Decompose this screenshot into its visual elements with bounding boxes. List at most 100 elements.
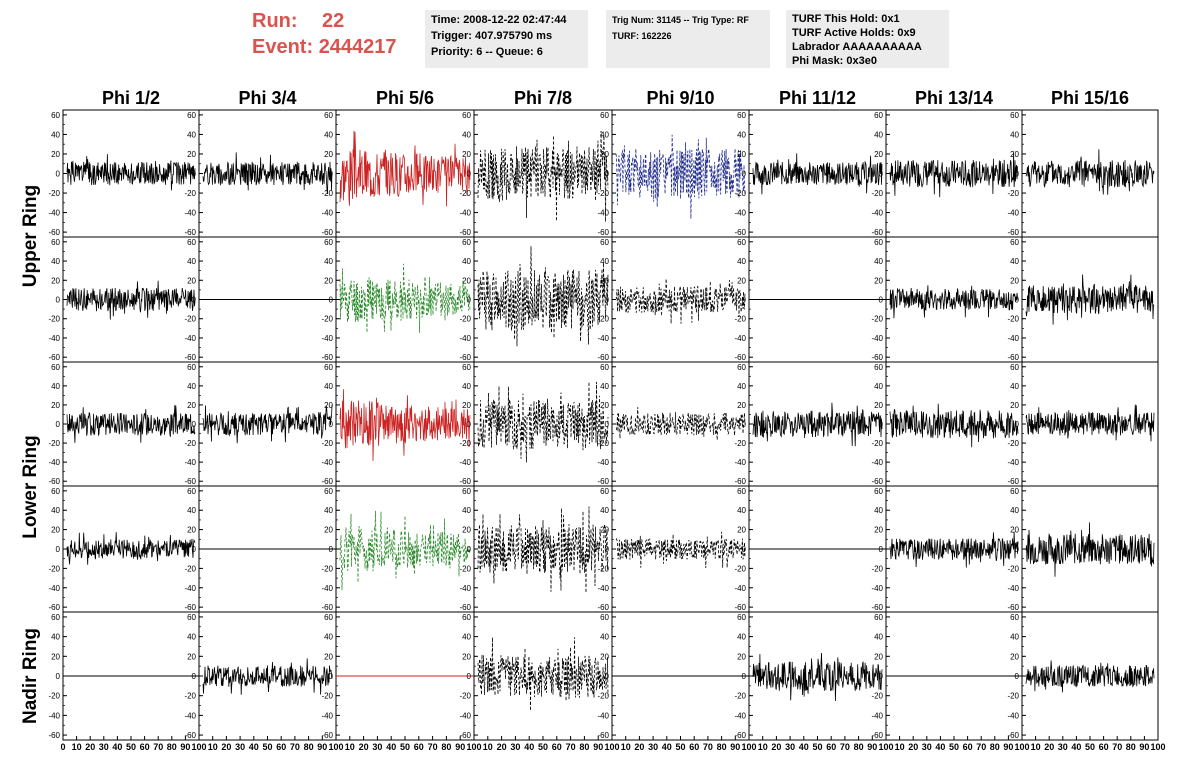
priority-line: Priority: 6 -- Queue: 6	[431, 46, 543, 58]
x-tick-label: 10	[895, 742, 905, 752]
y-tick-label: 0	[467, 420, 472, 429]
y-tick-label: -60	[597, 353, 609, 362]
x-tick-label: 100	[1014, 742, 1029, 752]
y-tick-label: 60	[874, 363, 883, 372]
y-tick-label: 0	[329, 545, 334, 554]
column-title: Phi 9/10	[646, 88, 714, 108]
y-tick-label: -60	[184, 731, 196, 740]
x-tick-label: 20	[497, 742, 507, 752]
y-tick-label: 60	[51, 111, 60, 120]
x-tick-label: 70	[976, 742, 986, 752]
y-tick-label: -40	[48, 458, 60, 467]
y-tick-label: -20	[597, 692, 609, 701]
x-tick-label: 10	[208, 742, 218, 752]
y-tick-label: 60	[1010, 487, 1019, 496]
y-tick-label: -20	[734, 439, 746, 448]
panel-frame	[611, 485, 750, 613]
y-tick-label: -40	[734, 209, 746, 218]
x-tick-label: 40	[799, 742, 809, 752]
y-tick-label: 60	[324, 238, 333, 247]
y-tick-label: 40	[1010, 257, 1019, 266]
y-tick-label: -60	[734, 603, 746, 612]
y-tick-label: 40	[462, 633, 471, 642]
y-tick-label: -40	[597, 458, 609, 467]
y-tick-label: 40	[737, 633, 746, 642]
waveform-trace	[752, 153, 883, 195]
y-tick-label: 40	[324, 633, 333, 642]
y-tick-label: 0	[605, 420, 610, 429]
y-tick-label: -40	[734, 584, 746, 593]
y-tick-label: 0	[329, 672, 334, 681]
y-tick-label: -20	[871, 439, 883, 448]
y-tick-label: -40	[1007, 209, 1019, 218]
column-title: Phi 15/16	[1051, 88, 1129, 108]
waveform-trace	[202, 658, 333, 695]
y-tick-label: 40	[51, 382, 60, 391]
y-tick-label: 20	[462, 526, 471, 535]
y-tick-label: 0	[742, 296, 747, 305]
y-tick-label: -20	[459, 439, 471, 448]
y-tick-label: 0	[1015, 420, 1020, 429]
y-tick-label: -20	[459, 564, 471, 573]
y-tick-label: 0	[605, 545, 610, 554]
waveform-trace	[66, 405, 196, 443]
x-tick-label: 0	[60, 742, 65, 752]
y-tick-label: 20	[324, 526, 333, 535]
y-tick-label: -40	[597, 334, 609, 343]
waveform-trace	[339, 130, 471, 207]
y-tick-label: -20	[48, 315, 60, 324]
y-tick-label: -60	[321, 477, 333, 486]
y-tick-label: -40	[871, 209, 883, 218]
x-tick-label: 60	[963, 742, 973, 752]
trig-info-box: Trig Num: 31145 -- Trig Type: RF TURF: 1…	[606, 10, 770, 68]
y-tick-label: 20	[187, 652, 196, 661]
y-tick-label: 20	[51, 401, 60, 410]
y-tick-label: -20	[597, 189, 609, 198]
x-tick-label: 100	[466, 742, 481, 752]
y-tick-label: 40	[600, 506, 609, 515]
waveform-trace	[889, 531, 1019, 568]
x-tick-label: 60	[414, 742, 424, 752]
column-title: Phi 1/2	[102, 88, 160, 108]
waveform-trace	[66, 154, 196, 191]
y-tick-label: -60	[184, 353, 196, 362]
y-tick-label: -20	[734, 315, 746, 324]
row-label: Upper Ring	[20, 185, 41, 287]
y-tick-label: 60	[737, 111, 746, 120]
waveform-trace	[477, 506, 609, 593]
y-tick-label: -40	[871, 334, 883, 343]
y-tick-label: 20	[874, 150, 883, 159]
event-value: 2444217	[318, 36, 397, 58]
y-tick-label: 0	[605, 672, 610, 681]
y-tick-label: 60	[462, 487, 471, 496]
y-tick-label: -20	[597, 564, 609, 573]
x-tick-label: 40	[935, 742, 945, 752]
y-tick-label: 40	[462, 506, 471, 515]
x-tick-label: 30	[235, 742, 245, 752]
waveform-trace	[615, 531, 746, 569]
x-tick-label: 10	[483, 742, 493, 752]
y-tick-label: 20	[462, 401, 471, 410]
y-tick-label: -60	[459, 228, 471, 237]
y-tick-label: -60	[1007, 731, 1019, 740]
y-tick-label: 40	[324, 506, 333, 515]
x-tick-label: 10	[345, 742, 355, 752]
y-tick-label: 0	[467, 545, 472, 554]
y-tick-label: -20	[184, 439, 196, 448]
x-tick-label: 80	[1126, 742, 1136, 752]
y-tick-label: -40	[1007, 458, 1019, 467]
x-tick-label: 20	[359, 742, 369, 752]
y-tick-label: 60	[462, 613, 471, 622]
column-title: Phi 7/8	[514, 88, 572, 108]
x-tick-label: 100	[1150, 742, 1165, 752]
x-tick-label: 40	[386, 742, 396, 752]
y-tick-label: -20	[597, 315, 609, 324]
y-tick-label: 20	[600, 150, 609, 159]
y-tick-label: -60	[871, 353, 883, 362]
y-tick-label: -20	[459, 315, 471, 324]
y-tick-label: -60	[48, 603, 60, 612]
y-tick-label: 40	[187, 257, 196, 266]
y-tick-label: -60	[184, 477, 196, 486]
x-tick-label: 70	[428, 742, 438, 752]
